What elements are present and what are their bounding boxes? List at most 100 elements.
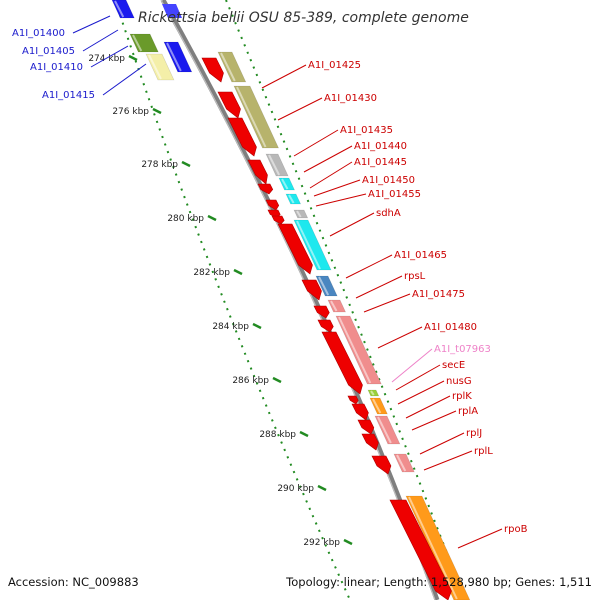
band-a1i-01455-shine [296, 210, 302, 218]
kbp-tick-mark [252, 322, 262, 330]
feature-a1i-01400-shine [114, 0, 125, 18]
right-gene-leader [261, 64, 307, 89]
feature-a1i-01410-shine [166, 42, 182, 72]
feature-a1i-01405 [129, 33, 159, 53]
right-gene-label: secE [442, 360, 465, 371]
kbp-tick-mark [128, 54, 138, 62]
band-rpsl-shine [318, 276, 330, 296]
right-gene-leader [397, 380, 445, 405]
arrow-nusg [351, 403, 369, 421]
arrow-sdha [277, 223, 313, 275]
right-gene-label: A1I_t07963 [434, 344, 491, 355]
right-gene-leader [391, 348, 433, 383]
kbp-tick-mark [152, 107, 162, 115]
right-gene-leader [277, 97, 323, 121]
right-gene-label: sdhA [376, 208, 401, 219]
right-gene-label: nusG [446, 376, 472, 387]
kbp-tick-mark [233, 268, 243, 276]
right-gene-leader [345, 254, 393, 279]
kbp-tick-label: 276 kbp [112, 107, 149, 117]
right-gene-leader [293, 129, 339, 157]
right-gene-leader [329, 212, 375, 237]
right-gene-leader [411, 410, 457, 431]
band-a1i-01475-shine [330, 300, 338, 312]
right-gene-leader [313, 179, 361, 197]
kbp-tick-label: 278 kbp [141, 160, 178, 170]
kbp-tick-mark [272, 376, 282, 384]
left-tick-track [114, 0, 351, 600]
right-gene-leader [395, 364, 441, 391]
kbp-tick-mark [343, 538, 353, 546]
band-rpob-shine [408, 496, 458, 600]
feature-a1i-01400b [162, 4, 182, 18]
band-rplk-shine [377, 416, 392, 444]
arrow-a1i-01480 [321, 331, 363, 395]
right-gene-leader [405, 395, 451, 419]
band-a1i-01430-shine [236, 86, 267, 148]
arrow-a1i-01435 [247, 159, 268, 185]
arrow-a1i-01430a [217, 91, 241, 119]
arrow-a1i-01425 [201, 57, 224, 83]
right-gene-leader [315, 193, 367, 207]
left-gene-leader [72, 15, 111, 34]
arrow-rplk [357, 419, 375, 435]
band-a1i-01430 [233, 85, 279, 149]
kbp-tick-label: 286 kbp [232, 376, 269, 386]
right-gene-label: rpoB [504, 524, 528, 535]
right-gene-label: rplA [458, 406, 478, 417]
right-gene-label: A1I_01455 [368, 189, 421, 200]
right-gene-label: A1I_01475 [412, 289, 465, 300]
left-gene-label: A1I_01415 [42, 90, 95, 101]
arrow-rplj [371, 455, 392, 475]
kbp-tick-label: 274 kbp [88, 54, 125, 64]
arrow-a1i-01455 [271, 215, 285, 225]
kbp-tick-mark [207, 214, 217, 222]
band-a1i-01425-shine [220, 52, 236, 82]
feature-a1i-01415-shine [148, 54, 162, 80]
right-gene-leader [303, 145, 353, 173]
arrow-rpla [361, 433, 379, 451]
arrow-sece [347, 395, 359, 405]
band-a1i-01440-shine [268, 154, 281, 176]
arrow-a1i-01475 [317, 319, 334, 333]
right-gene-label: rplL [474, 446, 493, 457]
band-nusg-shine [372, 398, 382, 414]
arrow-a1i-01430b [227, 117, 257, 157]
right-gene-leader [355, 275, 403, 299]
arrow-rpsl [313, 305, 330, 319]
right-gene-leader [377, 326, 423, 349]
right-gene-label: A1I_01450 [362, 175, 415, 186]
kbp-tick-label: 292 kbp [303, 538, 340, 548]
kbp-tick-label: 284 kbp [212, 322, 249, 332]
right-gene-label: A1I_01445 [354, 157, 407, 168]
right-gene-label: A1I_01430 [324, 93, 377, 104]
right-gene-label: rpsL [404, 271, 426, 282]
band-trna-shine [370, 390, 375, 396]
kbp-tick-label: 290 kbp [277, 484, 314, 494]
right-gene-label: A1I_01425 [308, 60, 361, 71]
band-rpla-shine [396, 454, 407, 472]
kbp-tick-label: 280 kbp [167, 214, 204, 224]
arrow-rpob [389, 499, 452, 600]
kbp-tick-mark [299, 430, 309, 438]
left-gene-label: A1I_01405 [22, 46, 75, 57]
kbp-tick-label: 282 kbp [193, 268, 230, 278]
band-a1i-01480-shine [338, 316, 372, 384]
feature-a1i-01415 [145, 53, 175, 81]
arrow-a1i-01440 [257, 183, 274, 195]
left-gene-label: A1I_01410 [30, 62, 83, 73]
right-tick-track [225, 0, 466, 600]
left-gene-label: A1I_01400 [12, 28, 65, 39]
band-a1i-01450-shine [288, 194, 295, 204]
arrow-a1i-01465 [301, 279, 322, 301]
right-gene-label: A1I_01465 [394, 250, 447, 261]
band-a1i-01445-shine [281, 178, 289, 190]
left-gene-leader [90, 45, 129, 68]
kbp-tick-mark [317, 484, 327, 492]
right-gene-leader [423, 450, 473, 471]
kbp-tick-mark [181, 160, 191, 168]
right-gene-leader [419, 432, 465, 455]
map-title: Rickettsia bellii OSU 85-389, complete g… [138, 10, 469, 26]
